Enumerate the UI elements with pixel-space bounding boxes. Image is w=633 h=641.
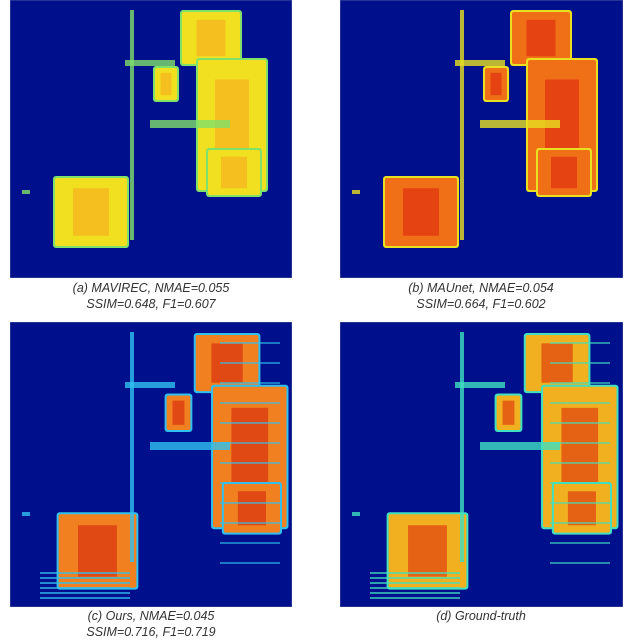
heat-region	[352, 190, 360, 194]
heat-region	[352, 512, 360, 516]
heat-region	[22, 190, 30, 194]
heat-region	[150, 442, 230, 450]
caption: (b) MAUnet, NMAE=0.054 SSIM=0.664, F1=0.…	[331, 280, 631, 312]
caption-line: SSIM=0.664, F1=0.602	[331, 296, 631, 312]
heat-region	[220, 542, 280, 544]
caption-line: (c) Ours, NMAE=0.045	[1, 608, 301, 624]
heat-region	[568, 491, 596, 525]
heat-region	[125, 60, 175, 66]
caption: (c) Ours, NMAE=0.045 SSIM=0.716, F1=0.71…	[1, 608, 301, 640]
heat-region	[370, 597, 460, 599]
heat-region	[550, 462, 610, 464]
heat-region	[220, 482, 280, 484]
caption-line: (d) Ground-truth	[331, 608, 631, 624]
heat-region	[460, 10, 464, 240]
heat-region	[220, 422, 280, 424]
heat-region	[527, 20, 556, 56]
caption-line: (b) MAUnet, NMAE=0.054	[331, 280, 631, 296]
heat-region	[40, 587, 130, 589]
caption-line: SSIM=0.648, F1=0.607	[1, 296, 301, 312]
heat-region	[220, 502, 280, 504]
heat-region	[40, 582, 130, 584]
heat-region	[370, 592, 460, 594]
heat-region	[221, 157, 247, 189]
heatmap	[10, 0, 292, 278]
heat-region	[370, 577, 460, 579]
heat-region	[125, 382, 175, 388]
heat-region	[197, 20, 226, 56]
heat-region	[408, 525, 447, 576]
heat-region	[78, 525, 117, 576]
heat-region	[455, 382, 505, 388]
caption-line: SSIM=0.716, F1=0.719	[1, 624, 301, 640]
caption: (a) MAVIREC, NMAE=0.055 SSIM=0.648, F1=0…	[1, 280, 301, 312]
heat-region	[220, 382, 280, 384]
heatmap	[10, 322, 292, 607]
heat-region	[220, 342, 280, 344]
heat-region	[455, 60, 505, 66]
heat-region	[40, 597, 130, 599]
heat-region	[403, 188, 439, 236]
heat-region	[550, 482, 610, 484]
heat-region	[550, 382, 610, 384]
heat-region	[550, 342, 610, 344]
heat-region	[550, 402, 610, 404]
heat-region	[40, 592, 130, 594]
heat-region	[220, 402, 280, 404]
heat-region	[173, 401, 185, 425]
heat-region	[220, 462, 280, 464]
heat-region	[220, 442, 280, 444]
heat-region	[480, 442, 560, 450]
heat-region	[480, 120, 560, 128]
heat-region	[220, 362, 280, 364]
heat-region	[550, 422, 610, 424]
heat-region	[73, 188, 109, 236]
heat-region	[40, 577, 130, 579]
heat-region	[491, 73, 502, 95]
heat-region	[40, 572, 130, 574]
heat-region	[238, 491, 266, 525]
heatmap	[340, 322, 623, 607]
heat-region	[220, 522, 280, 524]
heat-region	[161, 73, 172, 95]
heat-region	[370, 572, 460, 574]
heat-region	[220, 562, 280, 564]
caption: (d) Ground-truth	[331, 608, 631, 624]
heat-region	[550, 562, 610, 564]
heat-region	[550, 502, 610, 504]
heat-region	[550, 522, 610, 524]
heat-region	[370, 587, 460, 589]
heat-region	[550, 362, 610, 364]
heat-region	[551, 157, 577, 189]
heatmap	[340, 0, 623, 278]
figure: (a) MAVIREC, NMAE=0.055 SSIM=0.648, F1=0…	[0, 0, 633, 641]
heat-region	[503, 401, 515, 425]
heat-region	[370, 582, 460, 584]
heat-region	[22, 512, 30, 516]
heat-region	[130, 332, 134, 562]
caption-line: (a) MAVIREC, NMAE=0.055	[1, 280, 301, 296]
heat-region	[150, 120, 230, 128]
heat-region	[460, 332, 464, 562]
heat-region	[130, 10, 134, 240]
heat-region	[550, 542, 610, 544]
heat-region	[550, 442, 610, 444]
